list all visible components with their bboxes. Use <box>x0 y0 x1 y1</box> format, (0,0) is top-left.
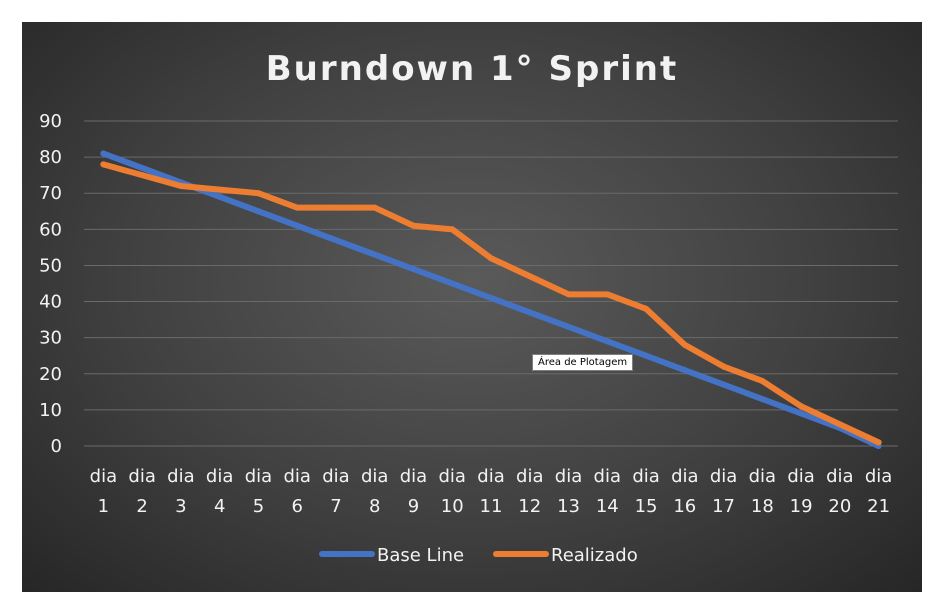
data-point[interactable] <box>759 378 766 384</box>
y-tick-label: 90 <box>39 111 62 132</box>
x-tick-label: dia 18 <box>749 466 776 517</box>
data-point[interactable] <box>255 208 262 215</box>
legend[interactable]: Base Line Realizado <box>319 545 638 566</box>
data-point[interactable] <box>332 204 339 211</box>
data-point[interactable] <box>488 294 494 301</box>
x-tick-label: dia 12 <box>516 466 543 517</box>
data-point[interactable] <box>139 172 146 179</box>
burndown-chart: Burndown 1° Sprint 0 10 20 30 40 50 60 70 80 90 d… <box>39 49 898 566</box>
x-tick-label: dia 8 <box>361 466 388 517</box>
data-point[interactable] <box>526 309 533 316</box>
x-tick-label: dia 6 <box>283 466 310 517</box>
y-tick-label: 80 <box>39 147 62 168</box>
data-point[interactable] <box>216 193 223 200</box>
series-realizado[interactable] <box>100 161 882 446</box>
x-tick-label: dia 17 <box>710 466 737 517</box>
data-point[interactable] <box>371 251 378 258</box>
data-point[interactable] <box>526 273 533 280</box>
data-point[interactable] <box>681 367 688 374</box>
y-tick-label: 30 <box>39 328 62 349</box>
data-point[interactable] <box>604 291 611 298</box>
x-tick-label: dia 3 <box>167 466 194 517</box>
x-tick-label: dia 14 <box>594 466 621 517</box>
y-tick-label: 70 <box>39 183 62 204</box>
data-point[interactable] <box>759 396 766 403</box>
x-tick-label: dia 16 <box>671 466 698 517</box>
data-point[interactable] <box>875 439 882 446</box>
data-point[interactable] <box>100 161 107 168</box>
x-tick-label: dia 5 <box>245 466 272 517</box>
data-point[interactable] <box>720 381 727 388</box>
data-point[interactable] <box>294 222 301 229</box>
data-point[interactable] <box>410 222 417 229</box>
data-point[interactable] <box>643 352 650 359</box>
data-point[interactable] <box>488 255 494 262</box>
chart-area: Burndown 1° Sprint 0 10 20 30 40 50 60 70 80 90 d… <box>22 22 922 592</box>
legend-label: Base Line <box>377 545 464 566</box>
x-tick-label: dia 13 <box>555 466 582 517</box>
plot-area-tooltip: Área de Plotagem <box>532 354 634 371</box>
gridlines <box>84 120 898 447</box>
x-tick-label: dia 7 <box>322 466 349 517</box>
legend-label: Realizado <box>551 545 638 566</box>
data-point[interactable] <box>565 323 572 330</box>
chart-title: Burndown 1° Sprint <box>266 49 678 89</box>
x-tick-label: dia 20 <box>826 466 853 517</box>
data-point[interactable] <box>100 150 107 157</box>
y-tick-label: 10 <box>39 400 62 421</box>
data-point[interactable] <box>177 183 184 189</box>
data-point[interactable] <box>643 305 650 312</box>
series-lines <box>100 150 882 450</box>
data-point[interactable] <box>449 226 456 233</box>
data-point[interactable] <box>720 363 727 370</box>
y-tick-label: 50 <box>39 255 62 276</box>
data-point[interactable] <box>449 280 456 287</box>
data-point[interactable] <box>798 403 805 410</box>
y-tick-label: 60 <box>39 219 62 240</box>
data-point[interactable] <box>139 164 146 171</box>
data-point[interactable] <box>836 421 843 428</box>
data-point[interactable] <box>798 410 805 417</box>
data-point[interactable] <box>604 338 611 345</box>
x-tick-label: dia 21 <box>865 466 892 517</box>
data-point[interactable] <box>410 266 417 273</box>
y-tick-label: 0 <box>51 436 62 457</box>
data-point[interactable] <box>565 291 572 298</box>
data-point[interactable] <box>255 190 262 197</box>
x-tick-label: dia 10 <box>439 466 466 517</box>
x-tick-label: dia 4 <box>206 466 233 517</box>
data-point[interactable] <box>294 204 301 211</box>
data-point[interactable] <box>681 341 688 348</box>
data-point[interactable] <box>371 204 378 211</box>
data-point[interactable] <box>332 237 339 244</box>
x-tick-label: dia 9 <box>400 466 427 517</box>
x-tick-label: dia 19 <box>787 466 814 517</box>
x-tick-label: dia 11 <box>477 466 504 517</box>
y-tick-label: 40 <box>39 292 62 313</box>
x-tick-label: dia 15 <box>632 466 659 517</box>
y-tick-label: 20 <box>39 364 62 385</box>
series-base-line[interactable] <box>100 150 882 450</box>
x-axis-ticks: dia 1 dia 2 dia 3 dia 4 dia 5 dia 6 dia 7 dia 8 dia 9 dia 1… <box>90 466 893 517</box>
legend-entry[interactable]: Realizado <box>493 545 638 566</box>
legend-entry[interactable]: Base Line <box>319 545 464 566</box>
x-tick-label: dia 2 <box>128 466 155 517</box>
data-point[interactable] <box>216 186 223 193</box>
y-axis-ticks: 0 10 20 30 40 50 60 70 80 90 <box>39 111 62 457</box>
x-tick-label: dia 1 <box>90 466 117 517</box>
